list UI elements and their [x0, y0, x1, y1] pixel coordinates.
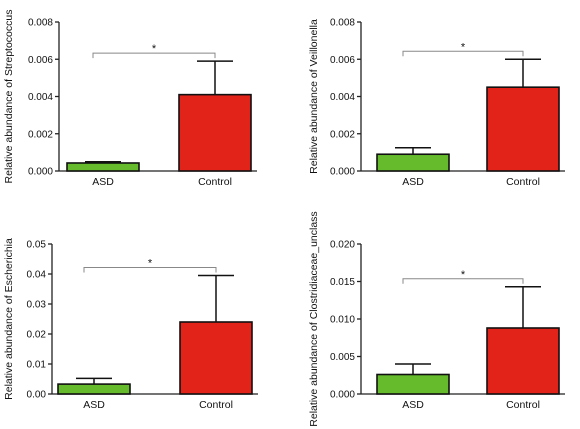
category-label: ASD: [92, 176, 114, 188]
category-label: Control: [198, 176, 232, 188]
y-tick-label: 0.01: [27, 360, 47, 371]
chart-panel-1: 0.000 0.002 0.004 0.006 0.008 Relative abunda…: [3, 10, 257, 188]
y-tick-label: 0.002: [330, 129, 355, 140]
bar-asd: [66, 162, 140, 172]
chart-panel-4: 0.000 0.005 0.010 0.015 0.020 Relative abunda…: [308, 211, 565, 427]
chart-panel-2: 0.000 0.002 0.004 0.006 0.008 Relative abunda…: [308, 18, 565, 188]
category-label: ASD: [83, 399, 105, 411]
significance-bracket: [92, 52, 216, 59]
y-tick-label: 0.004: [330, 92, 355, 103]
y-tick-label: 0.015: [330, 277, 355, 288]
significance-marker: *: [461, 41, 466, 53]
bar-control: [486, 86, 560, 172]
y-tick-label: 0.005: [330, 352, 355, 363]
y-tick-label: 0.020: [330, 240, 355, 251]
y-tick-label: 0.000: [28, 167, 53, 178]
y-tick-label: 0.05: [27, 240, 47, 251]
category-label: ASD: [402, 399, 424, 411]
bar-control: [179, 321, 253, 395]
y-tick-label: 0.04: [27, 270, 47, 281]
bar-control: [486, 327, 560, 395]
y-tick-label: 0.006: [330, 55, 355, 66]
significance-marker: *: [152, 43, 157, 55]
bar-asd: [376, 373, 450, 395]
y-tick-label: 0.00: [27, 390, 47, 401]
bar-control: [178, 93, 252, 172]
y-tick-label: 0.008: [330, 18, 355, 29]
significance-bracket: [83, 267, 217, 273]
significance-bracket: [402, 278, 524, 284]
y-axis-title: Relative abundance of Streptococcus: [3, 10, 15, 184]
y-tick-label: 0.02: [27, 330, 47, 341]
significance-marker: *: [461, 269, 466, 281]
y-axis-title: Relative abundance of Clostridiaceae_unc…: [308, 211, 320, 426]
y-tick-label: 0.006: [28, 55, 53, 66]
category-label: Control: [506, 399, 540, 411]
y-tick-label: 0.03: [27, 300, 47, 311]
y-tick-label: 0.008: [28, 18, 53, 29]
significance-bracket: [402, 50, 524, 57]
bar-asd: [376, 153, 450, 172]
y-axis-title: Relative abundance of Veillonella: [308, 19, 320, 174]
y-tick-label: 0.004: [28, 92, 53, 103]
significance-marker: *: [148, 258, 153, 270]
y-tick-label: 0.010: [330, 315, 355, 326]
category-label: Control: [199, 399, 233, 411]
y-tick-label: 0.000: [330, 390, 355, 401]
category-label: ASD: [402, 176, 424, 188]
y-tick-label: 0.002: [28, 129, 53, 140]
bar-asd: [57, 383, 131, 395]
chart-panel-3: 0.00 0.01 0.02 0.03 0.04 0.05 Relative abundan…: [3, 238, 258, 411]
y-axis-title: Relative abundance of Escherichia: [3, 238, 15, 400]
category-label: Control: [506, 176, 540, 188]
y-tick-label: 0.000: [330, 167, 355, 178]
